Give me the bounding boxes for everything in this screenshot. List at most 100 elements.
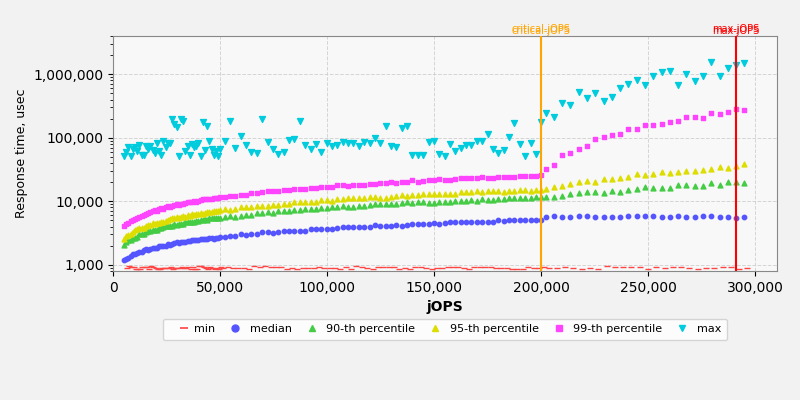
Point — [186, 265, 198, 272]
Point — [697, 73, 710, 80]
Point — [486, 174, 499, 181]
Point — [304, 146, 317, 152]
Point — [229, 192, 242, 199]
Point — [395, 200, 408, 206]
Point — [697, 265, 710, 272]
Point — [581, 178, 594, 184]
Point — [401, 178, 414, 185]
Point — [278, 208, 290, 214]
Point — [406, 152, 419, 158]
Point — [170, 222, 183, 228]
Point — [310, 141, 322, 148]
Point — [153, 220, 166, 226]
Point — [229, 232, 242, 239]
Point — [135, 225, 148, 231]
Point — [342, 204, 354, 210]
Point — [530, 194, 542, 200]
Point — [142, 263, 154, 270]
Text: max-jOPS: max-jOPS — [712, 26, 759, 36]
Point — [315, 197, 328, 204]
Point — [129, 144, 142, 150]
Point — [234, 212, 247, 219]
Point — [144, 228, 157, 235]
Point — [298, 142, 311, 148]
Point — [224, 193, 237, 200]
Point — [481, 131, 494, 138]
Point — [166, 203, 178, 209]
Point — [572, 266, 585, 272]
Point — [502, 134, 515, 140]
Point — [481, 188, 494, 194]
Point — [298, 198, 311, 205]
Point — [406, 192, 419, 198]
Point — [166, 116, 178, 122]
Point — [331, 142, 344, 148]
Point — [159, 242, 172, 249]
Point — [379, 123, 392, 129]
Point — [530, 151, 542, 158]
Point — [122, 232, 135, 238]
Point — [129, 251, 142, 257]
Point — [444, 264, 457, 270]
Point — [331, 203, 344, 210]
Point — [159, 144, 172, 150]
Point — [369, 222, 382, 228]
Point — [181, 238, 194, 244]
Point — [298, 265, 311, 271]
Point — [524, 187, 537, 194]
Point — [245, 263, 258, 270]
Point — [168, 121, 181, 127]
Point — [256, 116, 269, 122]
Point — [374, 140, 386, 146]
Point — [179, 219, 192, 225]
Point — [589, 179, 602, 185]
Point — [722, 109, 734, 116]
Point — [589, 265, 602, 272]
Point — [622, 213, 635, 220]
Point — [530, 216, 542, 223]
Point — [498, 174, 510, 180]
Point — [614, 130, 626, 137]
Point — [539, 165, 552, 172]
Point — [272, 201, 285, 208]
Point — [714, 164, 726, 170]
Point — [444, 177, 457, 183]
Point — [556, 152, 569, 158]
Point — [630, 77, 643, 84]
Point — [298, 206, 311, 212]
Point — [630, 213, 643, 220]
Point — [539, 186, 552, 192]
Point — [395, 192, 408, 198]
Point — [547, 184, 560, 190]
Point — [342, 182, 354, 189]
Point — [124, 236, 137, 243]
Point — [150, 226, 163, 233]
Point — [131, 226, 144, 232]
Point — [148, 245, 161, 251]
Point — [190, 142, 202, 149]
Point — [444, 219, 457, 226]
Point — [218, 264, 231, 270]
Point — [172, 202, 185, 208]
Point — [201, 216, 214, 223]
Point — [680, 214, 693, 220]
Point — [172, 221, 185, 227]
Point — [422, 139, 435, 145]
Point — [449, 176, 462, 182]
Point — [310, 225, 322, 232]
Point — [153, 206, 166, 212]
Point — [454, 264, 467, 271]
Point — [498, 188, 510, 195]
Point — [131, 250, 144, 256]
Point — [589, 136, 602, 142]
Point — [680, 168, 693, 174]
Point — [449, 191, 462, 197]
Point — [234, 132, 247, 139]
Point — [476, 218, 489, 225]
Point — [502, 174, 515, 180]
Point — [492, 188, 505, 194]
Point — [470, 198, 483, 204]
Point — [655, 185, 668, 192]
Point — [342, 266, 354, 272]
Point — [417, 198, 430, 205]
